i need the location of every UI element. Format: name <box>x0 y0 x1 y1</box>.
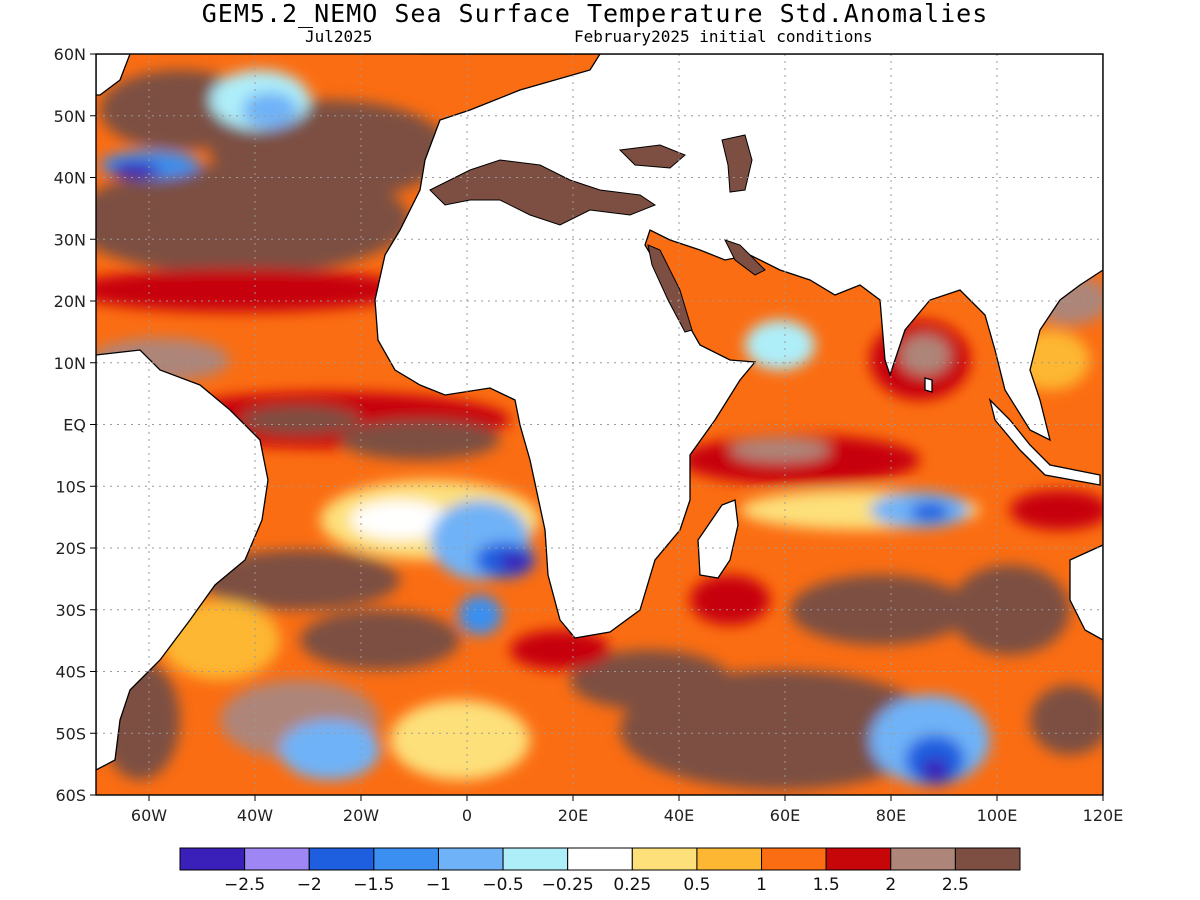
red-sea <box>647 244 693 333</box>
mediterranean-sea <box>429 159 657 226</box>
lon-tick-label: 0 <box>462 806 472 825</box>
colorbar-swatch <box>890 847 956 871</box>
colorbar-swatch <box>567 847 633 871</box>
lon-tick-label: 60E <box>770 806 800 825</box>
lat-tick-label: 40N <box>54 169 86 188</box>
lat-tick-label: 10N <box>54 354 86 373</box>
colorbar-swatch <box>502 847 569 871</box>
lat-tick-label: 60N <box>54 45 86 64</box>
colorbar-label: −0.25 <box>542 875 594 895</box>
inland-seas <box>429 134 766 333</box>
map-ticks: 60N 50N 40N 30N 20N 10N EQ 10S 20S 30S 40S 50S 60S 60… <box>54 45 1124 825</box>
colorbar-label: 1.5 <box>813 875 840 895</box>
forecast-month: Jul2025 <box>305 27 373 46</box>
lon-tick-label: 60W <box>131 806 167 825</box>
lon-tick-label: 20W <box>343 806 379 825</box>
colorbar-swatch <box>631 847 698 871</box>
colorbar-swatch <box>308 847 375 871</box>
colorbar-label: −2.5 <box>224 875 265 895</box>
colorbar-label: −1.5 <box>353 875 394 895</box>
sri-lanka-landmass <box>924 377 933 393</box>
caspian-sea <box>721 134 753 193</box>
lat-tick-label: 50S <box>55 724 86 743</box>
lon-tick-label: 100E <box>977 806 1018 825</box>
greenland-landmass <box>96 54 131 96</box>
lat-tick-label: 50N <box>54 107 86 126</box>
lon-tick-label: 80E <box>876 806 906 825</box>
sumatra-java-landmass <box>988 397 1101 486</box>
colorbar-swatch <box>373 847 439 871</box>
colorbar-swatch <box>761 847 827 871</box>
colorbar-label: 1 <box>756 875 767 895</box>
colorbar-label: 0.5 <box>683 875 710 895</box>
lat-tick-label: 60S <box>55 786 86 805</box>
lat-tick-label: 30N <box>54 230 86 249</box>
lat-tick-label: 40S <box>55 663 86 682</box>
lon-tick-label: 120E <box>1083 806 1124 825</box>
initial-conditions: February2025 initial conditions <box>574 27 873 46</box>
lon-tick-label: 40E <box>664 806 694 825</box>
colorbar-swatch <box>696 847 763 871</box>
lon-tick-label: 40W <box>237 806 273 825</box>
lon-tick-label: 20E <box>558 806 588 825</box>
colorbar-swatch <box>244 847 310 871</box>
map-title: GEM5.2_NEMO Sea Surface Temperature Std.… <box>201 0 989 28</box>
colorbar-label: −2 <box>297 875 322 895</box>
lat-tick-label: 20S <box>55 539 86 558</box>
colorbar-swatch <box>437 847 504 871</box>
colorbar-label: 0.25 <box>613 875 651 895</box>
black-sea <box>618 144 686 169</box>
lat-tick-label: 20N <box>54 292 86 311</box>
colorbar-label: 2 <box>885 875 896 895</box>
colorbar-swatch <box>179 847 246 871</box>
lat-tick-label: EQ <box>63 416 86 435</box>
colorbar-label: −0.5 <box>482 875 523 895</box>
colorbar-swatch <box>954 847 1021 871</box>
colorbar-swatch <box>825 847 892 871</box>
colorbar-label: 2.5 <box>942 875 969 895</box>
map-gridlines <box>96 54 1103 795</box>
colorbar-label: −1 <box>426 875 451 895</box>
persian-gulf <box>724 239 766 276</box>
lat-tick-label: 10S <box>55 477 86 496</box>
madagascar-landmass <box>697 499 739 579</box>
lat-tick-label: 30S <box>55 601 86 620</box>
